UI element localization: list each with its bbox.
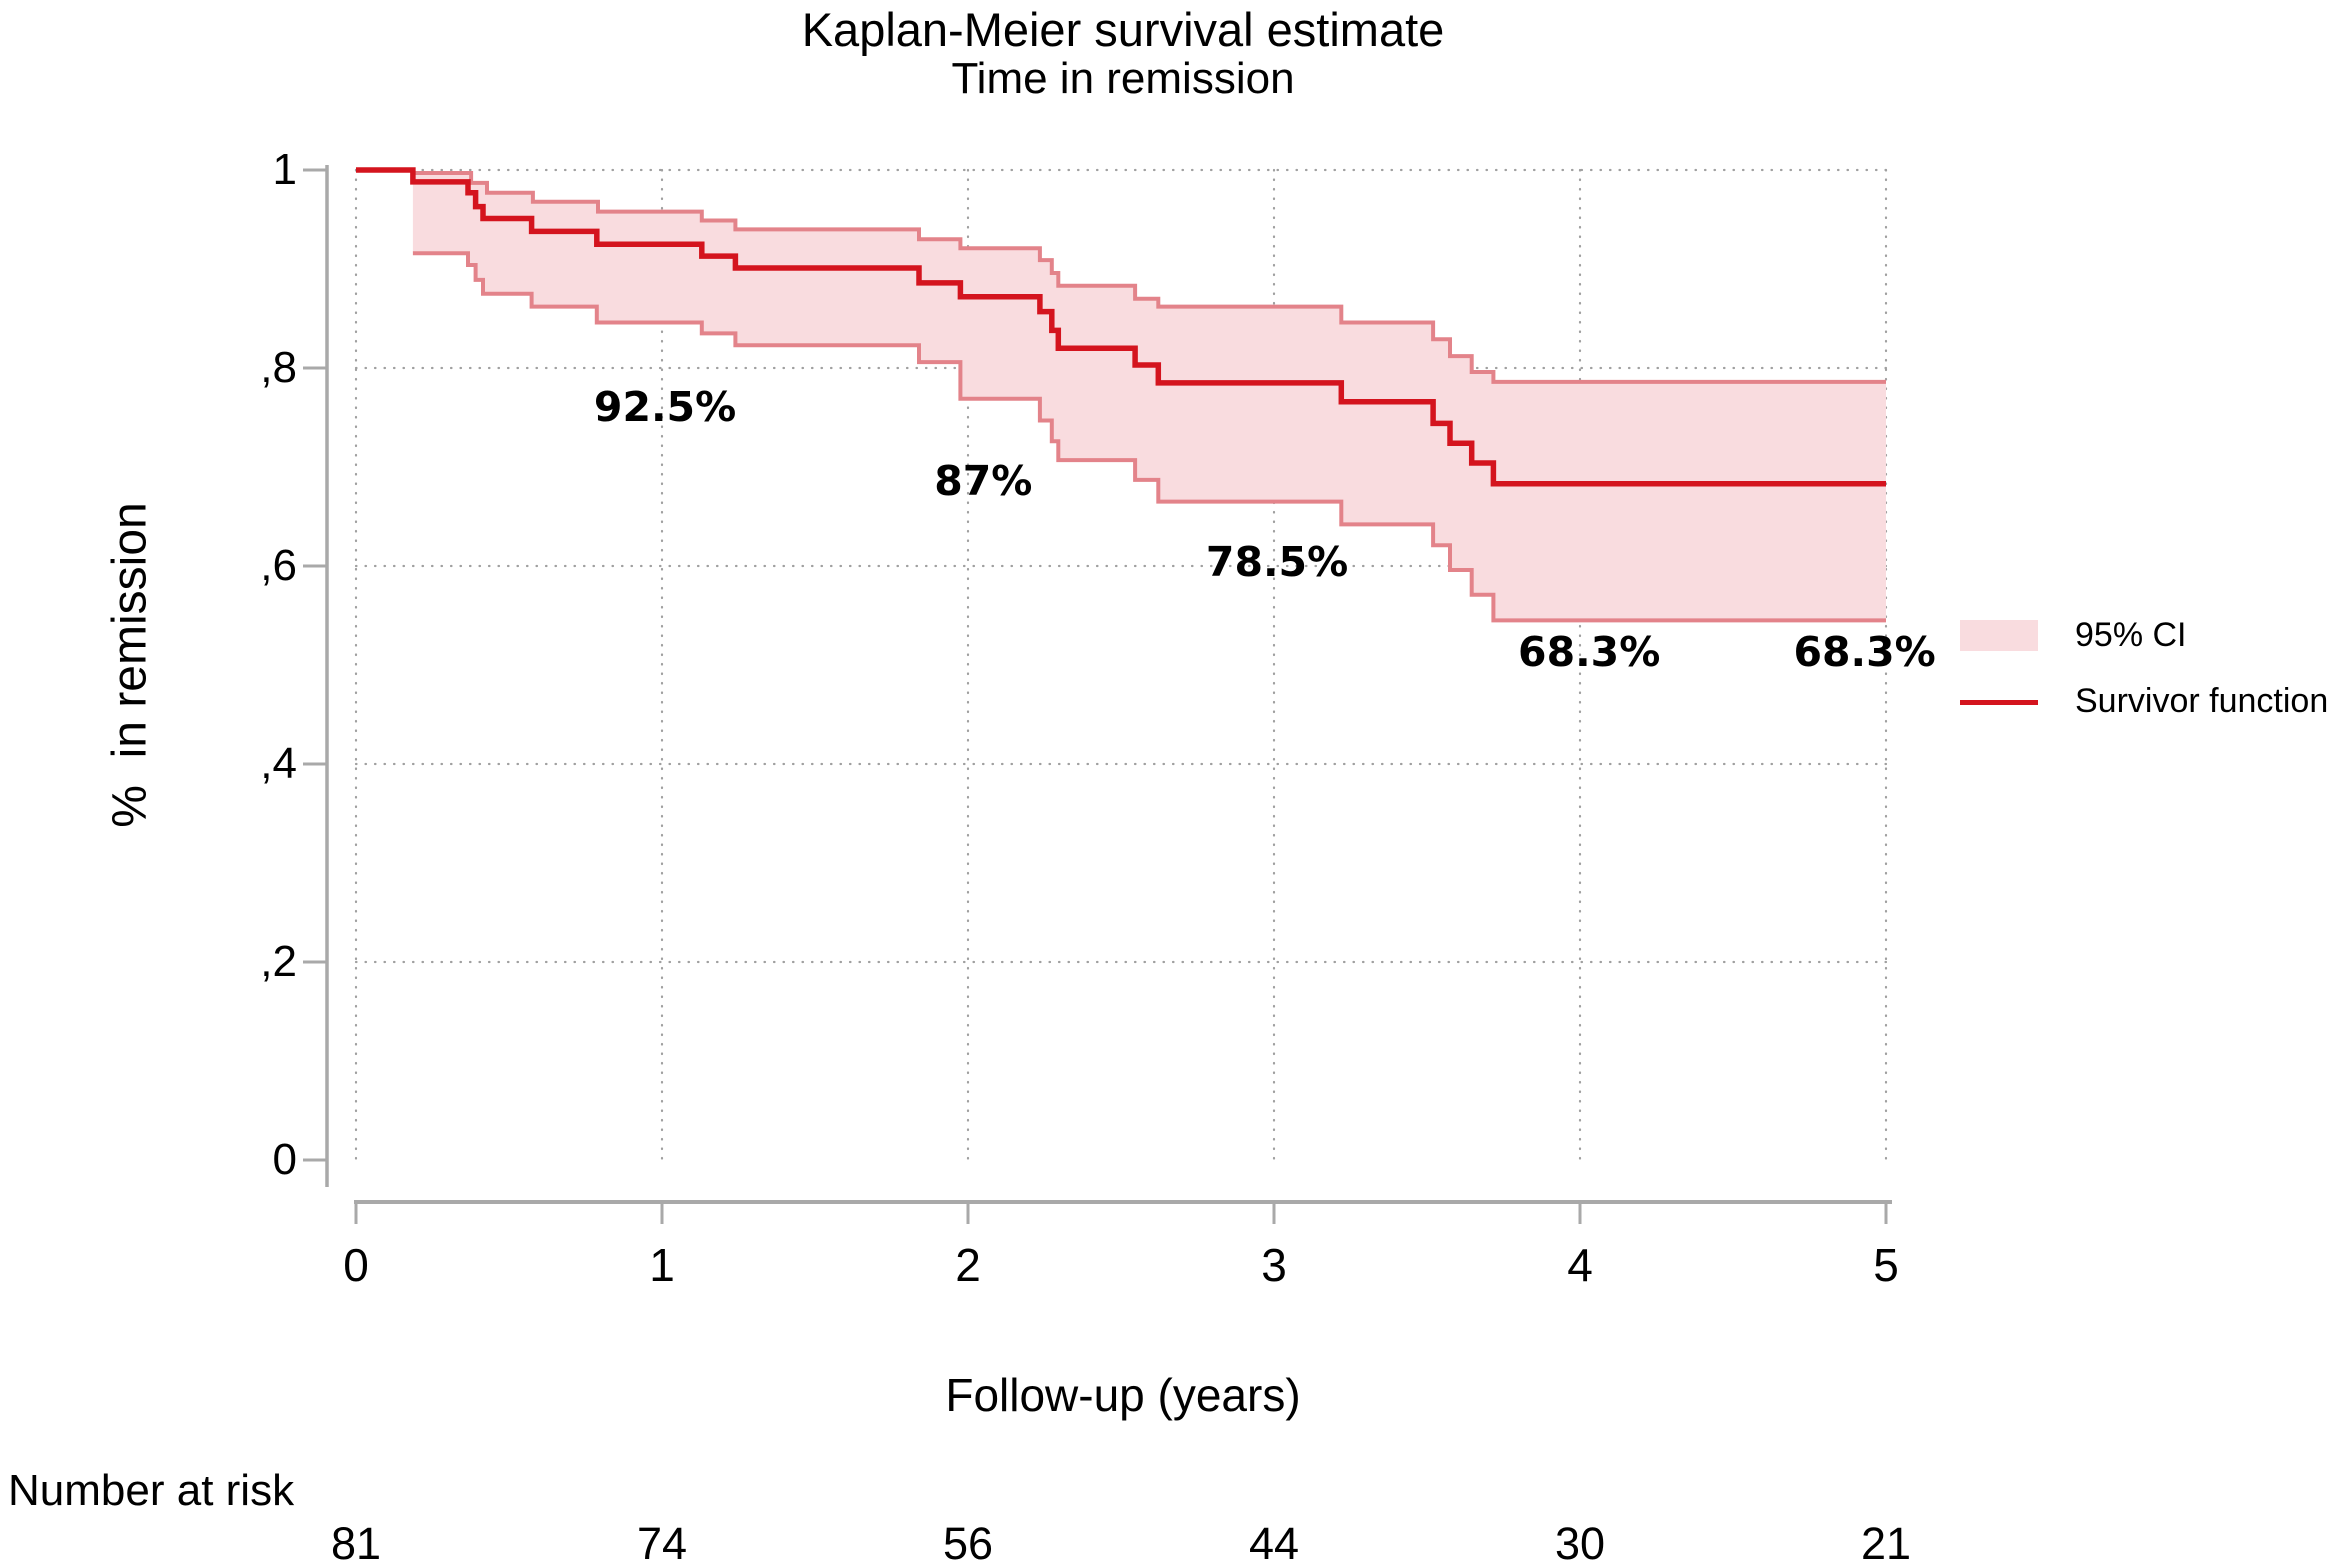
y-tick-label: ,6: [260, 541, 297, 590]
survival-annotation: 78.5%: [1205, 538, 1349, 587]
x-tick-label: 3: [1261, 1239, 1287, 1291]
number-at-risk-value: 21: [1860, 1518, 1912, 1566]
x-axis-label: Follow-up (years): [945, 1369, 1301, 1421]
number-at-risk-value: 74: [636, 1518, 688, 1566]
number-at-risk-value: 30: [1554, 1518, 1606, 1566]
number-at-risk-value: 56: [942, 1518, 994, 1566]
survivor-line-swatch: [1960, 700, 2038, 705]
x-tick-label: 1: [649, 1239, 675, 1291]
y-tick-label: 1: [272, 145, 297, 194]
x-tick-label: 5: [1873, 1239, 1899, 1291]
chart-subtitle: Time in remission: [951, 54, 1295, 103]
legend-ci-label: 95% CI: [2075, 616, 2187, 654]
x-tick-label: 4: [1567, 1239, 1593, 1291]
y-tick-label: ,2: [260, 937, 297, 986]
number-at-risk-value: 44: [1248, 1518, 1300, 1566]
x-tick-label: 2: [955, 1239, 981, 1291]
chart-title: Kaplan-Meier survival estimate: [801, 3, 1445, 56]
x-tick-label: 0: [343, 1239, 369, 1291]
y-tick-label: ,8: [260, 343, 297, 392]
y-tick-label: ,4: [260, 739, 297, 788]
ci-band-swatch: [1960, 620, 2038, 651]
survival-annotation: 68.3%: [1518, 628, 1661, 677]
survival-annotation: 92.5%: [593, 382, 737, 431]
legend-line-label: Survivor function: [2075, 682, 2329, 720]
survival-annotation: 68.3%: [1793, 628, 1936, 677]
y-tick-label: 0: [272, 1135, 297, 1184]
number-at-risk-value: 81: [330, 1518, 382, 1566]
number-at-risk-label: Number at risk: [8, 1466, 295, 1515]
survival-annotation: 87%: [934, 456, 1033, 505]
